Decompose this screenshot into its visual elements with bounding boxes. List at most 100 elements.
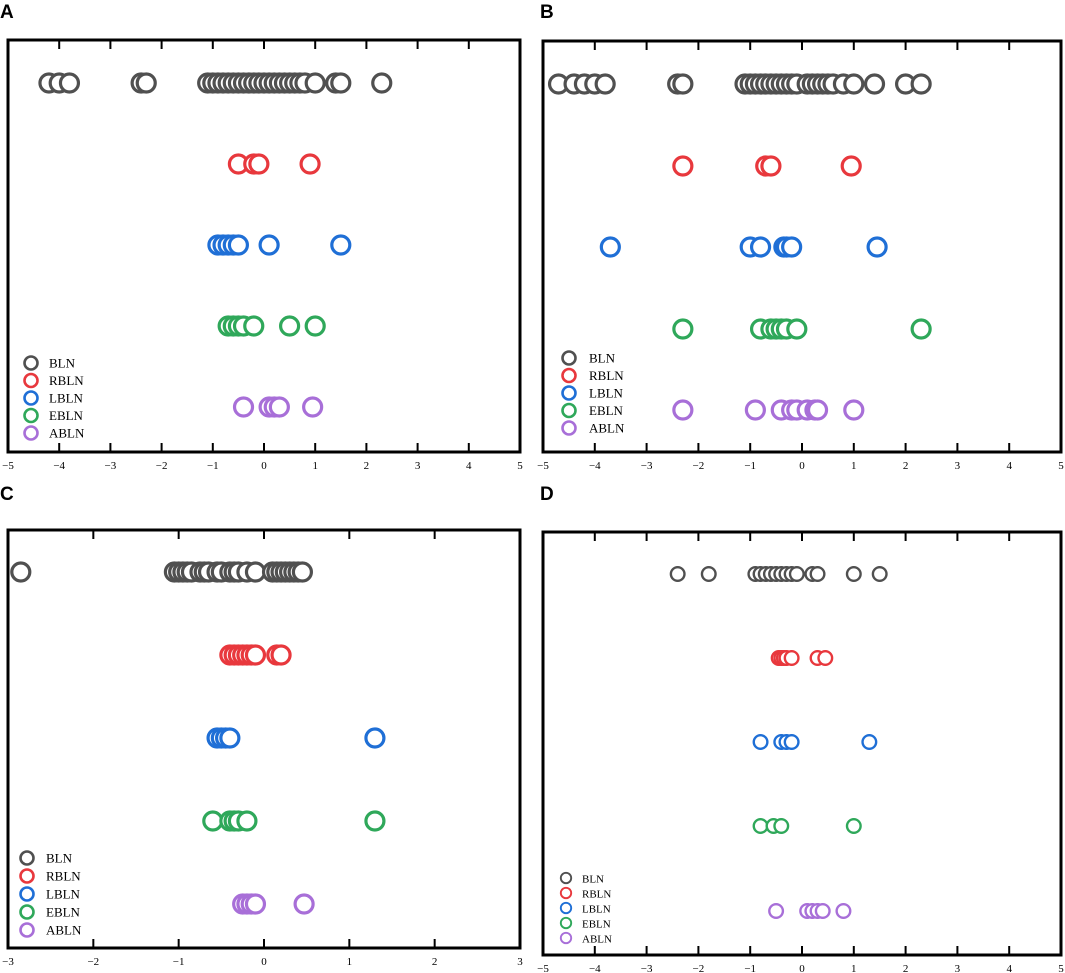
data-point bbox=[744, 399, 766, 421]
data-point bbox=[236, 810, 258, 832]
x-tick-label: 3 bbox=[415, 460, 421, 472]
legend-marker bbox=[561, 367, 577, 384]
x-tick-label: 3 bbox=[955, 460, 961, 472]
data-point bbox=[910, 318, 932, 340]
data-point bbox=[268, 396, 290, 418]
data-point bbox=[302, 396, 324, 418]
data-point bbox=[768, 903, 785, 920]
x-tick-label: 1 bbox=[312, 460, 318, 472]
series-lbln bbox=[599, 236, 888, 258]
x-tick-label: −2 bbox=[693, 460, 705, 472]
data-point bbox=[291, 561, 313, 583]
x-tick-label: 1 bbox=[851, 963, 857, 973]
legend-label: ABLN bbox=[582, 934, 612, 946]
data-point bbox=[809, 566, 826, 583]
data-point bbox=[840, 155, 862, 177]
legend-marker bbox=[561, 420, 577, 436]
data-point bbox=[594, 73, 616, 95]
data-point bbox=[135, 72, 157, 94]
panel-letter: C bbox=[0, 484, 14, 505]
data-point bbox=[845, 818, 862, 835]
legend-label: EBLN bbox=[46, 905, 81, 920]
legend-marker bbox=[559, 931, 573, 945]
legend-label: LBLN bbox=[589, 386, 624, 401]
series-abln bbox=[768, 903, 852, 920]
legend-label: BLN bbox=[582, 874, 604, 886]
x-tick-label: 1 bbox=[347, 956, 353, 968]
x-tick-label: 4 bbox=[466, 460, 472, 472]
legend-marker bbox=[559, 916, 573, 930]
data-point bbox=[910, 73, 932, 95]
data-point bbox=[279, 315, 301, 337]
legend-label: ABLN bbox=[49, 426, 85, 441]
panel-letter: A bbox=[0, 2, 14, 23]
data-point bbox=[599, 236, 621, 258]
legend-label: LBLN bbox=[582, 904, 611, 916]
legend: BLN RBLN LBLN EBLN ABLN bbox=[23, 355, 85, 441]
x-tick-label: −5 bbox=[537, 963, 549, 973]
data-point bbox=[760, 155, 782, 177]
series-lbln bbox=[207, 234, 352, 256]
data-point bbox=[866, 236, 888, 258]
legend-marker bbox=[559, 886, 573, 900]
legend-label: LBLN bbox=[46, 887, 81, 902]
x-tick-label: −3 bbox=[641, 460, 653, 472]
legend-marker bbox=[19, 904, 35, 920]
data-point bbox=[243, 315, 265, 337]
series-rbln bbox=[672, 155, 862, 177]
x-tick-label: 0 bbox=[261, 956, 267, 968]
series-abln bbox=[232, 893, 315, 915]
x-tick-label: 4 bbox=[1006, 460, 1012, 472]
legend-marker bbox=[19, 850, 35, 866]
data-point bbox=[672, 155, 694, 177]
x-tick-label: −2 bbox=[87, 956, 99, 968]
data-point bbox=[293, 893, 315, 915]
data-point bbox=[10, 561, 32, 583]
legend-label: ABLN bbox=[46, 923, 82, 938]
data-point bbox=[861, 734, 878, 751]
panel-a: A −5 −4 −3 −2 −1 0 1 2 3 4 5 BLN RBLN LBLN EBLN ABLN bbox=[0, 2, 523, 472]
legend-marker bbox=[23, 372, 39, 389]
series-abln bbox=[672, 399, 865, 421]
legend-label: EBLN bbox=[582, 919, 611, 931]
x-tick-label: −3 bbox=[641, 963, 653, 973]
series-lbln bbox=[752, 734, 878, 751]
legend-marker bbox=[19, 922, 35, 938]
legend-label: EBLN bbox=[49, 408, 84, 423]
legend-marker bbox=[23, 390, 39, 406]
data-point bbox=[814, 903, 831, 920]
data-point bbox=[248, 153, 270, 175]
series-rbln bbox=[770, 650, 834, 667]
data-point bbox=[258, 234, 280, 256]
data-point bbox=[244, 561, 267, 583]
panel-letter: D bbox=[540, 484, 554, 505]
x-tick-label: −3 bbox=[105, 460, 117, 472]
x-tick-label: −5 bbox=[537, 460, 549, 472]
x-tick-label: 0 bbox=[799, 460, 805, 472]
data-point bbox=[364, 810, 386, 832]
series-ebln bbox=[217, 315, 326, 337]
data-point bbox=[781, 236, 803, 258]
data-point bbox=[330, 72, 352, 94]
legend: BLN RBLN LBLN EBLN ABLN bbox=[561, 350, 625, 436]
data-point bbox=[299, 153, 321, 175]
legend-marker bbox=[559, 901, 573, 915]
data-point bbox=[700, 566, 717, 583]
x-tick-label: 3 bbox=[955, 963, 961, 973]
data-point bbox=[871, 566, 888, 583]
legend-label: BLN bbox=[49, 356, 76, 371]
legend-marker bbox=[23, 355, 39, 371]
panel-letter: B bbox=[540, 2, 554, 23]
x-tick-label: 2 bbox=[432, 956, 438, 968]
x-tick-label: 0 bbox=[799, 963, 805, 973]
x-tick-label: −4 bbox=[53, 460, 65, 472]
data-point bbox=[371, 72, 393, 94]
legend-label: RBLN bbox=[49, 373, 84, 388]
data-point bbox=[669, 566, 686, 583]
x-tick-label: −4 bbox=[589, 963, 601, 973]
x-tick-label: 0 bbox=[261, 460, 267, 472]
x-tick-label: −1 bbox=[744, 963, 756, 973]
series-bln bbox=[669, 566, 888, 583]
data-point bbox=[270, 644, 292, 666]
x-tick-label: 5 bbox=[1058, 963, 1064, 973]
